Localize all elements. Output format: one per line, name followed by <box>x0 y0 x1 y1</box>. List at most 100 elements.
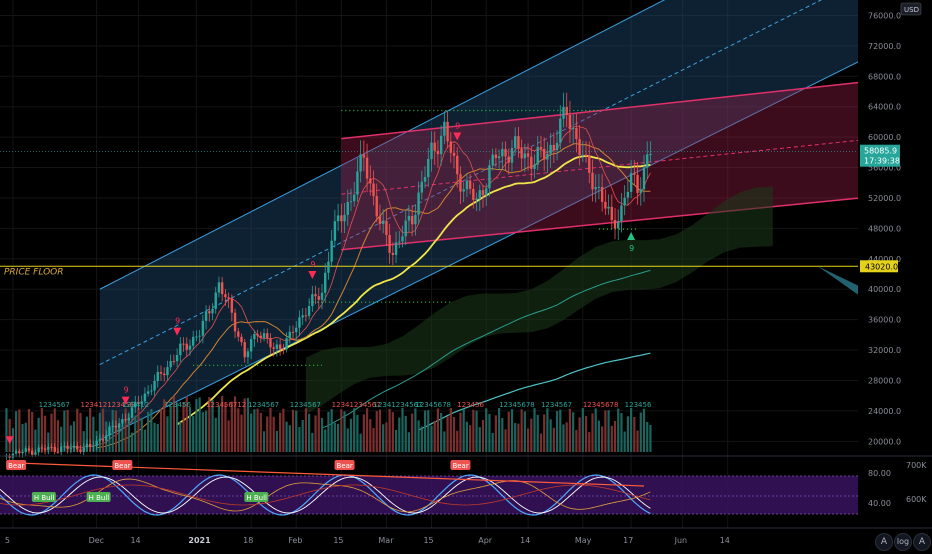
price-floor-label: PRICE FLOOR <box>4 267 64 277</box>
volume-bar <box>452 416 456 452</box>
candle-body <box>304 315 308 317</box>
volume-bar <box>282 408 285 452</box>
candle-body <box>224 294 227 298</box>
candle-body <box>211 308 214 314</box>
bear-signal-tag: Bear <box>334 460 355 470</box>
auto-scale-button[interactable]: A <box>875 533 893 551</box>
candle-body <box>523 153 527 159</box>
sell-marker-label: 9 <box>175 317 180 326</box>
volume-bar <box>43 415 47 452</box>
time-axis-label: 17 <box>623 536 633 545</box>
candle-body <box>108 426 111 436</box>
candle-body <box>414 214 417 225</box>
candle-body <box>372 183 375 197</box>
candle-body <box>600 186 604 202</box>
oscillator-volume-label: 700K <box>906 461 927 470</box>
candle-body <box>217 282 221 293</box>
candle-body <box>134 401 137 408</box>
candle-body <box>333 221 337 241</box>
oscillator-band <box>0 476 858 514</box>
candle-body <box>584 154 588 156</box>
candle-body <box>378 216 382 224</box>
signal-tag-bg <box>244 492 269 502</box>
candle-body <box>182 343 185 345</box>
sequential-count-label: 123412 <box>122 401 149 409</box>
time-axis-label: 14 <box>720 536 730 545</box>
volume-bar <box>169 406 172 452</box>
candle-body <box>533 164 536 169</box>
sequential-count-label: 1234567 <box>290 401 321 409</box>
candle-body <box>443 121 446 136</box>
candle-body <box>243 342 246 358</box>
volume-bar <box>382 424 385 452</box>
candle-body <box>66 445 69 449</box>
candle-body <box>568 114 572 129</box>
volume-bar <box>546 408 549 452</box>
volume-bar <box>150 409 153 452</box>
volume-bar <box>372 427 375 452</box>
bear-signal-tag: Bear <box>6 460 27 470</box>
candle-body <box>629 173 633 192</box>
volume-bar <box>375 411 378 452</box>
price-axis-label: 52000.0 <box>868 194 901 203</box>
candle-body <box>237 331 240 337</box>
candle-body <box>88 443 92 447</box>
candle-body <box>278 344 282 350</box>
log-scale-button[interactable]: log <box>894 533 912 551</box>
candle-body <box>127 417 130 421</box>
volume-bar <box>60 426 63 452</box>
signal-tag-bg <box>6 460 27 470</box>
channel-mid-line <box>341 139 860 195</box>
sequential-count-label: 123456 <box>457 401 484 409</box>
candle-body <box>105 435 108 441</box>
candle-body <box>153 380 156 391</box>
volume-bar <box>510 409 514 452</box>
volume-bar <box>639 412 642 452</box>
candle-body <box>282 349 285 351</box>
sequential-count-label: 123456 <box>625 401 652 409</box>
volume-bar <box>227 420 230 452</box>
candle-body <box>420 181 424 193</box>
volume-bar <box>201 412 204 452</box>
volume-bar <box>543 414 546 452</box>
candle-body <box>514 136 517 148</box>
bull-signal-tag: H Bull <box>31 492 56 502</box>
candle-body <box>526 153 530 157</box>
candle-body <box>507 156 510 163</box>
volume-bar <box>92 416 95 452</box>
volume-bar <box>230 401 233 452</box>
volume-bar <box>101 408 105 452</box>
candle-body <box>272 347 275 349</box>
volume-bar <box>378 409 382 452</box>
volume-bar <box>130 432 134 452</box>
price-axis-label: 68000.0 <box>868 72 901 81</box>
sell-marker <box>308 270 317 279</box>
volume-bar <box>572 412 575 452</box>
volume-bar <box>285 421 288 452</box>
sequential-count-label: 123456 <box>164 401 191 409</box>
candle-body <box>21 451 24 454</box>
volume-bar <box>646 421 649 452</box>
volume-bar <box>478 427 481 452</box>
auto-scale-button-2[interactable]: A <box>913 533 931 551</box>
volume-bar <box>440 412 443 452</box>
volume-bar <box>195 399 198 452</box>
volume-bar <box>279 412 282 452</box>
volume-bar <box>401 408 404 452</box>
volume-bar <box>24 422 27 452</box>
volume-bar <box>291 409 295 452</box>
volume-bar <box>66 409 69 452</box>
candle-body <box>307 306 311 316</box>
price-axis-bg <box>858 0 932 455</box>
volume-bar <box>324 429 327 452</box>
volume-bar <box>237 408 240 452</box>
candle-body <box>633 173 636 175</box>
candle-body <box>163 373 166 376</box>
candle-body <box>166 367 169 376</box>
time-axis: 5 Dec 14 2021 18 Feb 15 Mar 15 Apr 14 May 17 Jun 14 <box>0 527 932 545</box>
candle-body <box>510 147 514 163</box>
volume-bar <box>37 417 40 452</box>
candle-body <box>617 221 620 229</box>
